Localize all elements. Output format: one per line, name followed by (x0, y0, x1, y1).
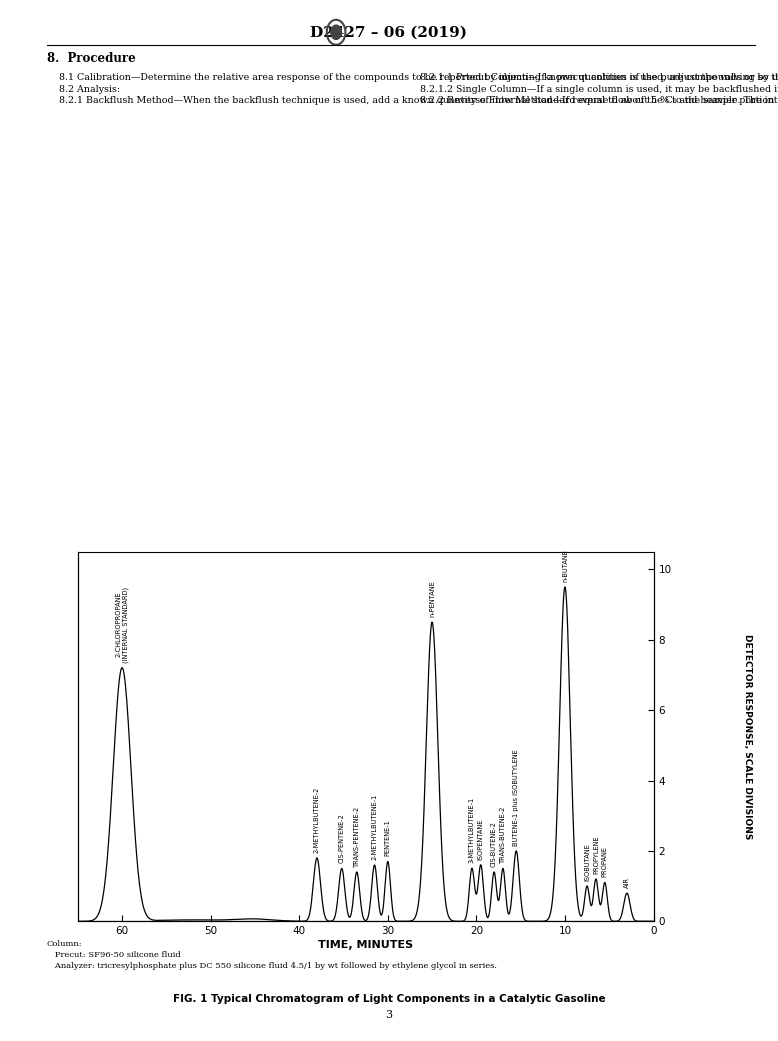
Text: PROPYLENE: PROPYLENE (593, 835, 599, 873)
Text: n-BUTANE: n-BUTANE (562, 549, 568, 582)
Text: ISOPENTANE: ISOPENTANE (478, 818, 484, 860)
Circle shape (331, 25, 342, 40)
Text: CIS-BUTENE-2: CIS-BUTENE-2 (491, 820, 497, 867)
Text: CIS-PENTENE-2: CIS-PENTENE-2 (338, 813, 345, 863)
X-axis label: TIME, MINUTES: TIME, MINUTES (318, 940, 413, 950)
Text: 2-METHYLBUTENE-1: 2-METHYLBUTENE-1 (372, 793, 377, 860)
Text: TRANS-PENTENE-2: TRANS-PENTENE-2 (354, 806, 359, 867)
Text: 2-CHLOROPROPANE
(INTERNAL STANDARD): 2-CHLOROPROPANE (INTERNAL STANDARD) (116, 586, 128, 663)
Text: PENTENE-1: PENTENE-1 (385, 819, 391, 856)
Text: 3: 3 (385, 1010, 393, 1020)
Text: FIG. 1 Typical Chromatogram of Light Components in a Catalytic Gasoline: FIG. 1 Typical Chromatogram of Light Com… (173, 994, 605, 1005)
Text: 8.1 Calibration—Determine the relative area response of the compounds to be repo: 8.1 Calibration—Determine the relative a… (47, 73, 778, 105)
Text: 8.  Procedure: 8. Procedure (47, 52, 135, 65)
Text: 3-METHYLBUTENE-1: 3-METHYLBUTENE-1 (469, 797, 475, 863)
Text: PROPANE: PROPANE (602, 846, 608, 878)
Text: Column:
   Precut: SF96-50 silicone fluid
   Analyzer: tricresylphosphate plus D: Column: Precut: SF96-50 silicone fluid A… (47, 940, 496, 970)
Y-axis label: DETECTOR RESPONSE, SCALE DIVISIONS: DETECTOR RESPONSE, SCALE DIVISIONS (743, 634, 752, 839)
Text: 2-METHYLBUTENE-2: 2-METHYLBUTENE-2 (314, 786, 320, 853)
Text: AIR: AIR (624, 877, 630, 888)
Text: ISOBUTANE: ISOBUTANE (584, 843, 590, 881)
Text: D2427 – 06 (2019): D2427 – 06 (2019) (310, 25, 468, 40)
Text: TRANS-BUTENE-2: TRANS-BUTENE-2 (500, 806, 506, 863)
Text: 8.2.1.1 Precut Column—If a precut column is used, adjust the valving so that car: 8.2.1.1 Precut Column—If a precut column… (408, 73, 778, 105)
Text: n-PENTANE: n-PENTANE (429, 580, 435, 617)
Text: BUTENE-1 plus ISOBUTYLENE: BUTENE-1 plus ISOBUTYLENE (513, 748, 519, 845)
